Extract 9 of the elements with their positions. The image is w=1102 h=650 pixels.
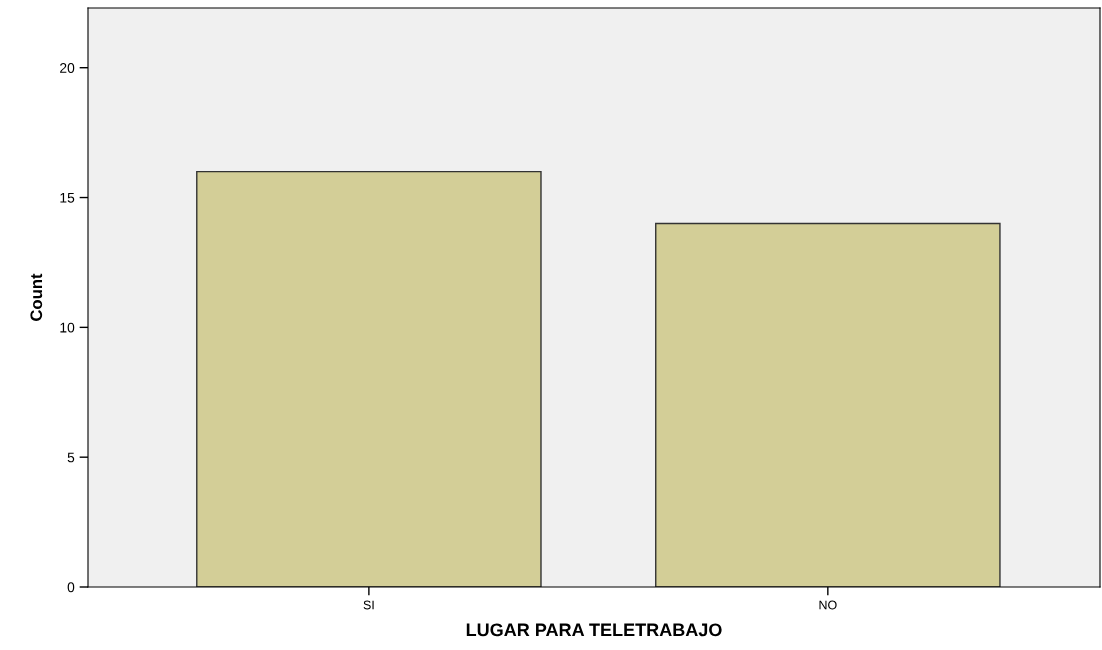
y-tick-label: 15 (60, 193, 75, 203)
x-tick-label: SI (363, 600, 374, 610)
y-tick-label: 0 (67, 582, 75, 593)
y-tick-label: 5 (67, 452, 75, 463)
x-tick-label: NO (819, 600, 837, 610)
y-tick-label: 10 (60, 322, 75, 333)
y-tick-label: 20 (60, 63, 75, 73)
x-axis-title: LUGAR PARA TELETRABAJO (466, 623, 722, 637)
y-axis-title: Count (30, 273, 43, 321)
